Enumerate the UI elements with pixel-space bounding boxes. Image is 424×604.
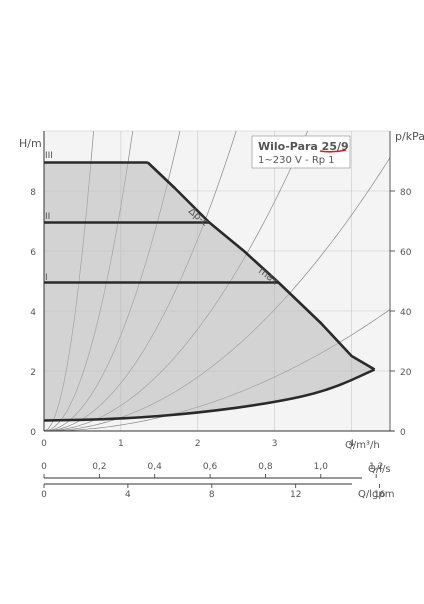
y-left-axis-label: H/m: [19, 137, 42, 150]
y-left-tick-label: 0: [30, 428, 36, 438]
x-ls-tick-label: 0,2: [92, 462, 106, 472]
x-lgpm-tick-label: 12: [290, 490, 301, 500]
y-right-tick-label: 0: [400, 428, 406, 438]
x-ls-axis-label: Q/l/s: [368, 464, 391, 475]
y-right-tick-label: 40: [400, 308, 412, 318]
y-left-tick-label: 6: [30, 248, 36, 258]
series-layer: [43, 161, 376, 422]
x-main-tick-label: 0: [41, 439, 47, 449]
x-ls-tick-label: 0,8: [258, 462, 273, 472]
x-main-tick-label: 4: [349, 439, 355, 449]
y-right-tick-label: 20: [400, 368, 412, 378]
series-line-min: [43, 368, 376, 422]
x-lgpm-tick-label: 8: [209, 490, 215, 500]
y-left-tick-label: 8: [30, 188, 36, 198]
y-left-tick-label: 2: [30, 368, 36, 378]
x-ls-tick-label: 0,4: [148, 462, 163, 472]
x-ls-tick-label: 0,6: [203, 462, 218, 472]
y-right-tick-label: 80: [400, 188, 412, 198]
x-ls-tick-label: 1,0: [314, 462, 329, 472]
operating-area: [44, 162, 375, 421]
handwritten-underline: [319, 149, 347, 153]
series-label-iii: III: [45, 151, 53, 161]
x-lgpm-tick-label: 0: [41, 490, 47, 500]
y-left-tick-label: 4: [30, 308, 36, 318]
chart-title: Wilo-Para 25/9: [258, 140, 349, 153]
x-lgpm-tick-label: 16: [374, 490, 386, 500]
series-label-i: I: [45, 273, 48, 283]
x-main-tick-label: 1: [118, 439, 124, 449]
y-right-axis-label: p/kPa: [395, 130, 424, 143]
x-main-axis-label: Q/m³/h: [345, 440, 380, 451]
x-main-tick-label: 3: [272, 439, 278, 449]
series-line-max: [146, 161, 376, 371]
series-label-ii: II: [45, 212, 50, 222]
x-ls-tick-label: 1,2: [369, 462, 383, 472]
chart-subtitle: 1~230 V - Rp 1: [258, 155, 335, 166]
x-lgpm-axis-label: Q/lgpm: [358, 489, 394, 500]
x-lgpm-tick-label: 4: [125, 490, 131, 500]
x-main-tick-label: 2: [195, 439, 201, 449]
y-right-tick-label: 60: [400, 248, 412, 258]
x-ls-tick-label: 0: [41, 462, 47, 472]
